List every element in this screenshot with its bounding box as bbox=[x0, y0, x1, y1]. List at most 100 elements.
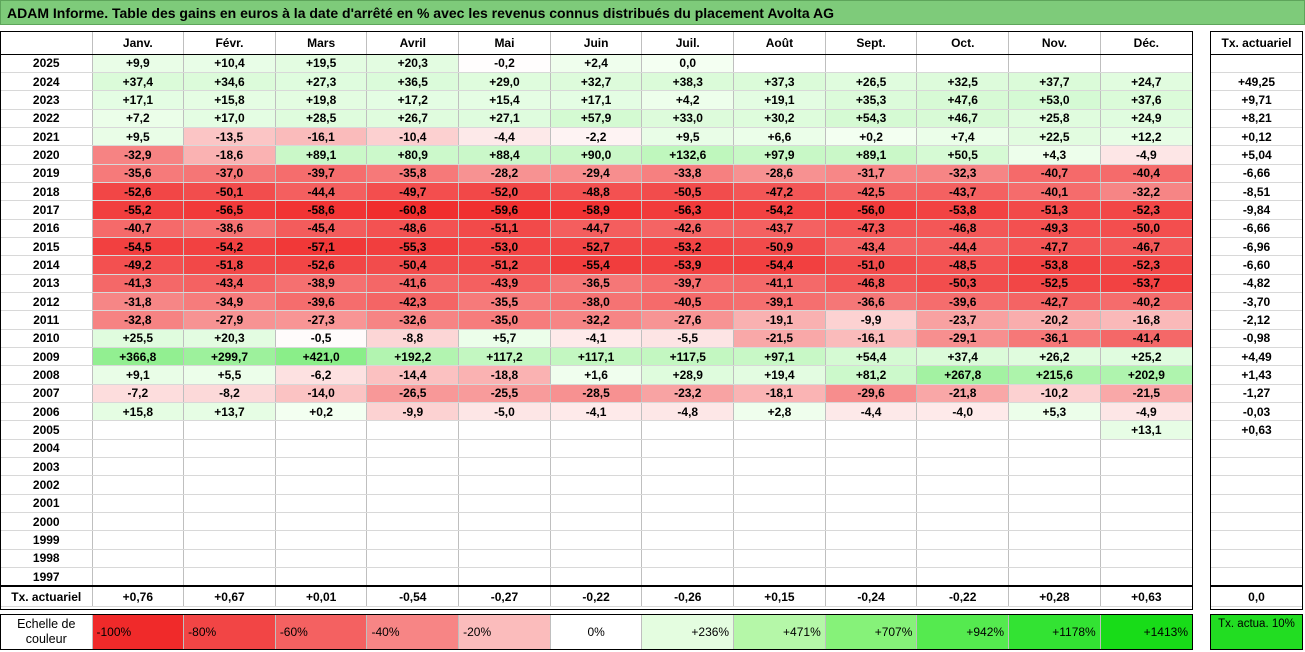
gain-cell: +37,7 bbox=[1008, 72, 1101, 92]
gain-cell: -58,9 bbox=[549, 200, 642, 220]
year-label: 1998 bbox=[1, 549, 92, 569]
actuarial-row bbox=[1211, 494, 1302, 514]
gain-cell: +117,2 bbox=[458, 347, 551, 367]
gain-cell: -32,9 bbox=[91, 145, 184, 165]
color-scale-swatch: -20% bbox=[458, 615, 551, 649]
gain-cell bbox=[549, 457, 642, 477]
actuarial-row: -6,60 bbox=[1211, 255, 1302, 275]
gain-cell bbox=[1008, 457, 1101, 477]
gain-cell: -4,4 bbox=[824, 402, 917, 422]
actuarial-header: Tx. actuariel bbox=[1211, 32, 1302, 55]
gain-cell bbox=[183, 457, 276, 477]
actuarial-value: +49,25 bbox=[1211, 72, 1302, 92]
gain-cell: -52,6 bbox=[91, 182, 184, 202]
table-row: 2008 +9,1 +5,5 -6,2 -14,4 -18,8 +1,6 +28,9 +19,4… bbox=[1, 365, 1192, 385]
gain-cell: -5,0 bbox=[458, 402, 551, 422]
gain-cell: +366,8 bbox=[91, 347, 184, 367]
table-row: 2006 +15,8 +13,7 +0,2 -9,9 -5,0 -4,1 -4,8 +2,8 -4… bbox=[1, 402, 1192, 422]
gain-cell: -31,8 bbox=[91, 292, 184, 312]
gain-cell bbox=[91, 439, 184, 459]
gain-cell: -33,8 bbox=[641, 164, 734, 183]
month-header-9: Sept. bbox=[824, 32, 917, 55]
table-row: 2009 +366,8 +299,7 +421,0 +192,2 +117,2 +117,1… bbox=[1, 347, 1192, 367]
gain-cell: -21,5 bbox=[733, 329, 826, 349]
gain-cell: +26,7 bbox=[366, 109, 459, 128]
gain-cell: -55,4 bbox=[549, 255, 642, 275]
gain-cell: +192,2 bbox=[366, 347, 459, 367]
gain-cell: +6,6 bbox=[733, 127, 826, 147]
gain-cell: -51,1 bbox=[458, 219, 551, 238]
gain-cell bbox=[733, 549, 826, 569]
year-label: 2019 bbox=[1, 164, 92, 183]
gain-cell: -32,3 bbox=[916, 164, 1009, 183]
gain-cell bbox=[366, 420, 459, 440]
gain-cell: -56,0 bbox=[824, 200, 917, 220]
month-header-1: Janv. bbox=[91, 32, 184, 55]
gain-cell: -47,3 bbox=[824, 219, 917, 238]
gain-cell: +33,0 bbox=[641, 109, 734, 128]
gain-cell: +20,3 bbox=[366, 54, 459, 73]
summary-value: -0,24 bbox=[824, 584, 917, 608]
gain-cell: -0,5 bbox=[274, 329, 367, 349]
gain-cell: +28,5 bbox=[274, 109, 367, 128]
gain-cell: -55,2 bbox=[91, 200, 184, 220]
gain-cell: -28,2 bbox=[458, 164, 551, 183]
gain-cell: -43,7 bbox=[733, 219, 826, 238]
gain-cell: +26,2 bbox=[1008, 347, 1101, 367]
gain-cell: +9,9 bbox=[91, 54, 184, 73]
gain-cell: +117,5 bbox=[641, 347, 734, 367]
gain-cell bbox=[1008, 567, 1101, 587]
gain-cell: +46,7 bbox=[916, 109, 1009, 128]
gain-cell bbox=[1099, 439, 1192, 459]
gain-cell: +38,3 bbox=[641, 72, 734, 92]
color-scale-swatch: 0% bbox=[549, 615, 642, 649]
gain-cell bbox=[916, 494, 1009, 514]
gain-cell bbox=[733, 475, 826, 495]
year-label: 2014 bbox=[1, 255, 92, 275]
actuarial-row: -6,66 bbox=[1211, 164, 1302, 183]
gain-cell bbox=[549, 530, 642, 550]
gain-cell: +13,1 bbox=[1099, 420, 1192, 440]
month-header-8: Août bbox=[733, 32, 826, 55]
gain-cell: -53,2 bbox=[641, 237, 734, 257]
year-label: 2001 bbox=[1, 494, 92, 514]
gain-cell: -60,8 bbox=[366, 200, 459, 220]
gain-cell: -37,0 bbox=[183, 164, 276, 183]
gain-cell bbox=[366, 567, 459, 587]
gain-cell: -18,6 bbox=[183, 145, 276, 165]
gain-cell bbox=[91, 475, 184, 495]
actuarial-value: -0,03 bbox=[1211, 402, 1302, 422]
gain-cell bbox=[1008, 494, 1101, 514]
gain-cell: +89,1 bbox=[824, 145, 917, 165]
gain-cell: 0,0 bbox=[641, 54, 734, 73]
gain-cell bbox=[641, 494, 734, 514]
gain-cell: +0,2 bbox=[824, 127, 917, 147]
gain-cell bbox=[1099, 549, 1192, 569]
gain-cell bbox=[91, 457, 184, 477]
summary-value: +0,76 bbox=[91, 584, 184, 608]
gain-cell: -36,5 bbox=[549, 274, 642, 293]
gain-cell bbox=[1008, 475, 1101, 495]
table-row: 2019 -35,6 -37,0 -39,7 -35,8 -28,2 -29,4 -33,8-… bbox=[1, 164, 1192, 183]
gain-cell: +27,1 bbox=[458, 109, 551, 128]
gain-cell bbox=[549, 567, 642, 587]
color-scale-row: Echelle de couleur -100% -80% -60% -40% -20%… bbox=[1, 615, 1192, 649]
gain-cell: -58,6 bbox=[274, 200, 367, 220]
gain-cell: +4,3 bbox=[1008, 145, 1101, 165]
gain-cell bbox=[824, 54, 917, 73]
actuarial-value bbox=[1211, 567, 1302, 587]
table-row: 1998 bbox=[1, 549, 1192, 569]
gains-table-container: Janv. Févr. Mars Avril Mai Juin Juil. Août Sept.… bbox=[0, 31, 1193, 610]
gain-cell: -52,7 bbox=[549, 237, 642, 257]
gain-cell: -32,8 bbox=[91, 310, 184, 330]
gain-cell bbox=[91, 530, 184, 550]
gain-cell: -40,7 bbox=[1008, 164, 1101, 183]
year-label: 2010 bbox=[1, 329, 92, 349]
gain-cell bbox=[274, 494, 367, 514]
gain-cell: -4,8 bbox=[641, 402, 734, 422]
actuarial-row: +8,21 bbox=[1211, 109, 1302, 128]
table-row: 2005 +13,1 bbox=[1, 420, 1192, 440]
gain-cell: +26,5 bbox=[824, 72, 917, 92]
table-row: 2010 +25,5 +20,3 -0,5 -8,8 +5,7 -4,1 -5,5 -21,5-… bbox=[1, 329, 1192, 349]
gain-cell bbox=[641, 530, 734, 550]
